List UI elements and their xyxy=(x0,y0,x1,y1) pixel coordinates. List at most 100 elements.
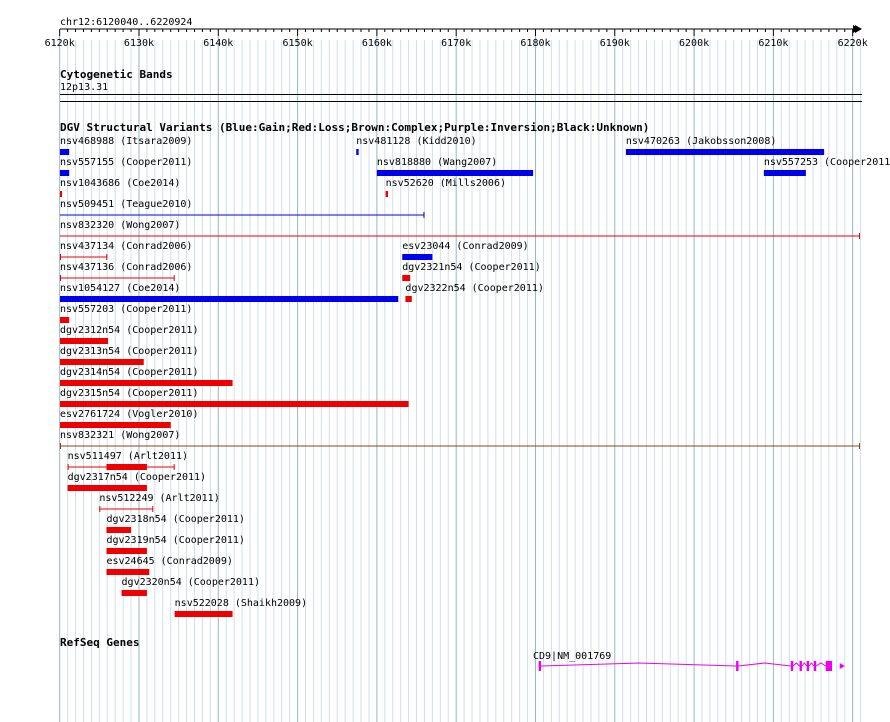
ruler-tick-label: 6170k xyxy=(441,38,471,49)
ruler-tick-label: 6190k xyxy=(600,38,630,49)
dgv-feature[interactable]: esv24645 (Conrad2009) xyxy=(106,556,233,575)
dgv-feature[interactable]: dgv2312n54 (Cooper2011) xyxy=(60,325,198,344)
dgv-feature-id: nsv818880 xyxy=(377,157,431,168)
dgv-feature-bar xyxy=(60,191,63,197)
refseq-exon[interactable] xyxy=(813,661,817,671)
dgv-feature-study: (Shaikh2009) xyxy=(235,598,307,609)
dgv-feature[interactable]: dgv2321n54 (Cooper2011) xyxy=(402,262,541,281)
dgv-feature-id: nsv437136 xyxy=(60,262,114,273)
dgv-feature-label: dgv2314n54 (Cooper2011) xyxy=(60,367,198,378)
ruler-tick-label: 6130k xyxy=(124,38,154,49)
ruler-tick-label: 6180k xyxy=(520,38,550,49)
dgv-feature[interactable]: nsv52620 (Mills2006) xyxy=(385,178,506,197)
dgv-feature[interactable]: nsv481128 (Kidd2010) xyxy=(356,136,477,155)
dgv-feature[interactable]: nsv470263 (Jakobsson2008) xyxy=(625,136,825,155)
dgv-feature[interactable]: dgv2322n54 (Cooper2011) xyxy=(405,283,544,302)
dgv-feature-label: nsv52620 (Mills2006) xyxy=(386,178,506,189)
dgv-feature-label: nsv557253 (Cooper2011) xyxy=(764,157,890,168)
dgv-feature-bar xyxy=(60,170,70,176)
dgv-feature[interactable]: nsv512249 (Arlt2011) xyxy=(99,493,220,512)
refseq-exon[interactable] xyxy=(538,661,542,671)
ruler-arrow-right-icon xyxy=(855,25,862,33)
dgv-feature-study: (Arlt2011) xyxy=(160,493,220,504)
dgv-feature-study: (Vogler2010) xyxy=(126,409,198,420)
dgv-feature-study: (Conrad2006) xyxy=(120,241,192,252)
refseq-exon[interactable] xyxy=(799,661,802,671)
dgv-feature-label: nsv468988 (Itsara2009) xyxy=(60,136,192,147)
ruler-tick-label: 6160k xyxy=(362,38,392,49)
dgv-feature[interactable]: nsv1054127 (Coe2014) xyxy=(60,283,399,302)
dgv-feature[interactable]: nsv557155 (Cooper2011) xyxy=(60,157,192,176)
dgv-feature-label: nsv437136 (Conrad2006) xyxy=(60,262,192,273)
dgv-feature[interactable]: dgv2314n54 (Cooper2011) xyxy=(60,367,233,386)
dgv-feature[interactable]: nsv832321 (Wong2007) xyxy=(60,430,860,449)
ruler-tick-label: 6150k xyxy=(283,38,313,49)
dgv-feature-bar xyxy=(121,590,147,596)
dgv-feature-id: dgv2317n54 xyxy=(68,472,128,483)
refseq-exon[interactable] xyxy=(790,661,794,671)
dgv-feature-study: (Wang2007) xyxy=(437,157,497,168)
dgv-feature[interactable]: dgv2313n54 (Cooper2011) xyxy=(60,346,198,365)
dgv-feature-id: nsv512249 xyxy=(99,493,153,504)
dgv-feature-bar xyxy=(60,401,409,407)
dgv-feature-study: (Kidd2010) xyxy=(416,136,476,147)
dgv-feature[interactable]: nsv557203 (Cooper2011) xyxy=(60,304,192,323)
dgv-feature[interactable]: dgv2320n54 (Cooper2011) xyxy=(121,577,260,596)
dgv-feature-study: (Wong2007) xyxy=(120,430,180,441)
dgv-feature-id: dgv2315n54 xyxy=(60,388,120,399)
ruler-ticks: 6120k 6130k 6140k 6150k 6160k 6170k 6180k 6190k… xyxy=(45,29,868,49)
dgv-feature-id: nsv468988 xyxy=(60,136,114,147)
refseq-exon[interactable] xyxy=(806,661,810,671)
dgv-feature[interactable]: nsv818880 (Wang2007) xyxy=(376,157,534,176)
dgv-feature-id: dgv2314n54 xyxy=(60,367,120,378)
refseq-strand-arrow-icon xyxy=(839,663,845,669)
dgv-feature-label: nsv470263 (Jakobsson2008) xyxy=(626,136,777,147)
dgv-feature[interactable]: nsv437134 (Conrad2006) xyxy=(60,241,192,260)
refseq-exon[interactable] xyxy=(736,661,739,671)
dgv-feature[interactable]: nsv557253 (Cooper2011) xyxy=(763,157,890,176)
dgv-feature[interactable]: dgv2317n54 (Cooper2011) xyxy=(67,472,206,491)
dgv-feature-bar xyxy=(106,464,147,470)
dgv-feature-bar xyxy=(625,149,825,155)
dgv-feature[interactable]: nsv437136 (Conrad2006) xyxy=(60,262,192,281)
dgv-feature-label: dgv2322n54 (Cooper2011) xyxy=(405,283,543,294)
dgv-feature-id: nsv557253 xyxy=(764,157,818,168)
dgv-feature-label: dgv2312n54 (Cooper2011) xyxy=(60,325,198,336)
dgv-feature-label: dgv2313n54 (Cooper2011) xyxy=(60,346,198,357)
dgv-feature[interactable]: nsv1043686 (Coe2014) xyxy=(60,178,180,197)
dgv-feature[interactable]: nsv468988 (Itsara2009) xyxy=(60,136,192,155)
refseq-exon[interactable] xyxy=(825,661,833,671)
dgv-feature-label: dgv2315n54 (Cooper2011) xyxy=(60,388,198,399)
dgv-feature-bar xyxy=(60,359,144,365)
dgv-feature[interactable]: nsv511497 (Arlt2011) xyxy=(67,451,188,470)
dgv-feature-id: dgv2312n54 xyxy=(60,325,120,336)
dgv-feature-id: nsv437134 xyxy=(60,241,114,252)
dgv-feature-label: nsv509451 (Teague2010) xyxy=(60,199,192,210)
dgv-feature[interactable]: dgv2315n54 (Cooper2011) xyxy=(60,388,409,407)
dgv-feature-label: dgv2321n54 (Cooper2011) xyxy=(402,262,540,273)
dgv-feature-bar xyxy=(376,170,534,176)
dgv-feature-study: (Arlt2011) xyxy=(128,451,188,462)
dgv-feature-id: dgv2319n54 xyxy=(106,535,166,546)
dgv-feature[interactable]: dgv2319n54 (Cooper2011) xyxy=(106,535,245,554)
dgv-feature-study: (Conrad2009) xyxy=(456,241,528,252)
ruler-tick-label: 6120k xyxy=(45,38,75,49)
dgv-features: nsv468988 (Itsara2009) nsv481128 (Kidd2010)… xyxy=(60,136,890,617)
dgv-feature-study: (Coe2014) xyxy=(126,283,180,294)
dgv-feature-id: esv23044 xyxy=(402,241,450,252)
dgv-feature-id: nsv557155 xyxy=(60,157,114,168)
dgv-feature-label: esv24645 (Conrad2009) xyxy=(106,556,232,567)
ruler-tick-label: 6210k xyxy=(758,38,788,49)
dgv-feature-label: dgv2320n54 (Cooper2011) xyxy=(122,577,260,588)
dgv-feature[interactable]: esv2761724 (Vogler2010) xyxy=(60,409,198,428)
dgv-feature-id: dgv2318n54 xyxy=(106,514,166,525)
dgv-feature-label: esv2761724 (Vogler2010) xyxy=(60,409,198,420)
dgv-feature[interactable]: nsv522028 (Shaikh2009) xyxy=(174,598,307,617)
dgv-feature-study: (Conrad2006) xyxy=(120,262,192,273)
dgv-feature[interactable]: esv23044 (Conrad2009) xyxy=(402,241,529,260)
dgv-feature-bar xyxy=(106,527,132,533)
dgv-feature[interactable]: nsv832320 (Wong2007) xyxy=(60,220,860,239)
dgv-feature-bar xyxy=(174,611,233,617)
dgv-feature[interactable]: dgv2318n54 (Cooper2011) xyxy=(106,514,245,533)
dgv-feature[interactable]: nsv509451 (Teague2010) xyxy=(60,199,425,218)
